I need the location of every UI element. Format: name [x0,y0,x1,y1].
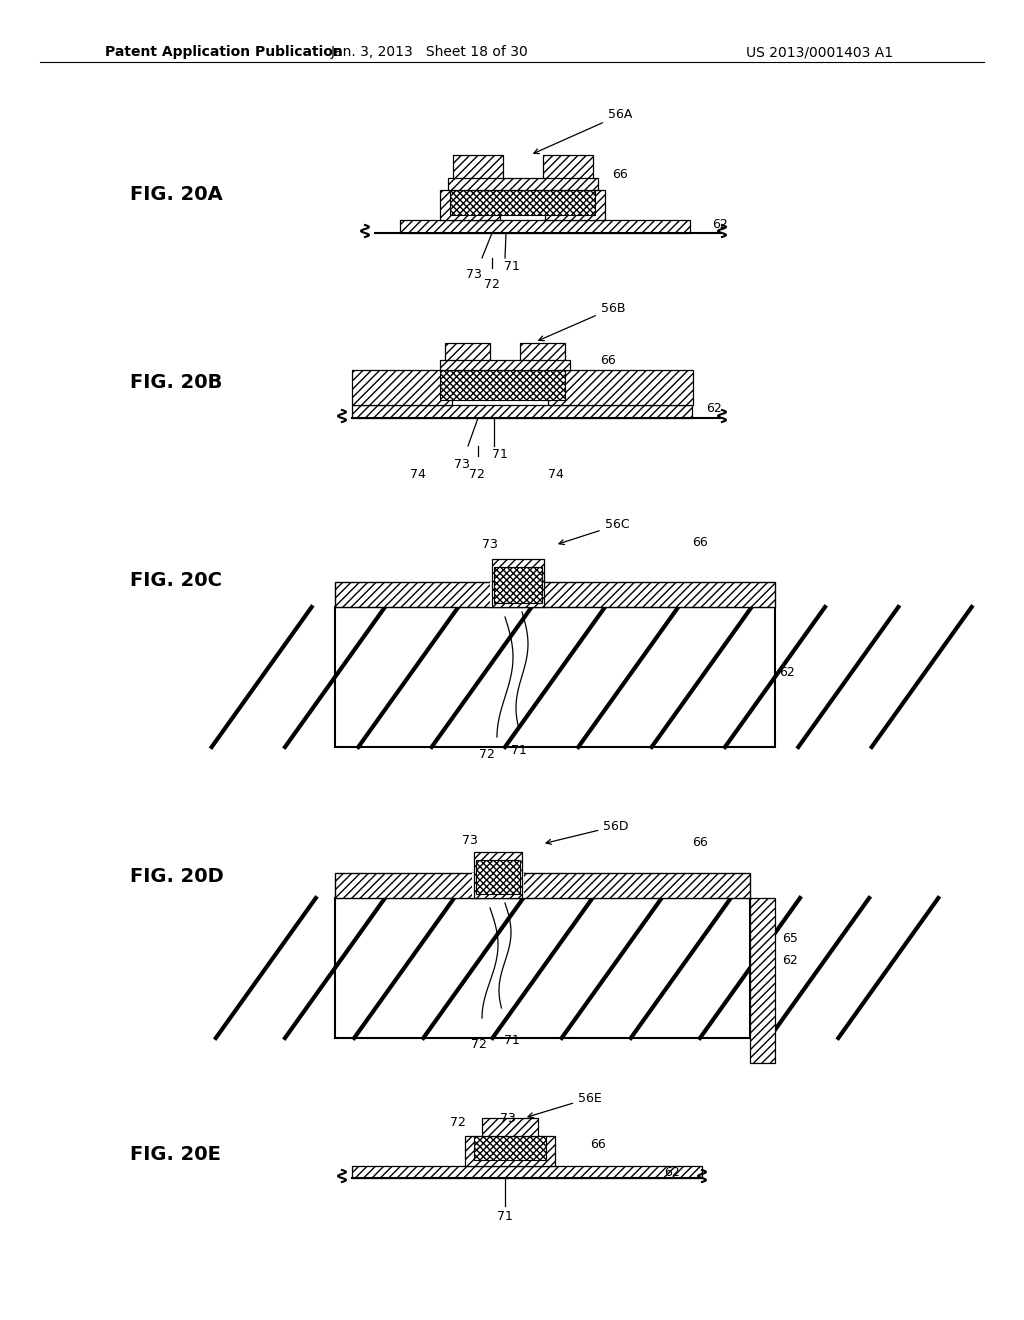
Text: FIG. 20B: FIG. 20B [130,372,222,392]
Text: 56E: 56E [528,1092,602,1118]
Bar [520,343,565,370]
Text: US 2013/0001403 A1: US 2013/0001403 A1 [746,45,894,59]
Text: 72: 72 [469,467,485,480]
Text: 71: 71 [493,447,508,461]
Bar [449,178,598,190]
Bar [453,154,503,190]
Bar [445,343,490,370]
Text: 73: 73 [462,833,478,846]
Text: 72: 72 [484,279,500,292]
Text: 56D: 56D [546,820,629,845]
Bar [476,861,520,894]
Text: FIG. 20D: FIG. 20D [130,866,224,886]
Bar [400,220,690,234]
Text: 65: 65 [782,932,798,945]
Bar [474,1137,546,1160]
Text: 73: 73 [466,268,482,281]
Text: FIG. 20A: FIG. 20A [130,186,223,205]
Text: 56C: 56C [559,519,630,545]
Text: 62: 62 [665,1166,680,1179]
Bar [472,873,524,898]
Text: 66: 66 [692,836,708,849]
Text: 71: 71 [497,1209,513,1222]
Text: 74: 74 [410,467,426,480]
Text: 71: 71 [504,260,520,273]
Bar [474,851,522,898]
Bar [548,370,693,405]
Text: 62: 62 [779,665,795,678]
Bar [482,1118,538,1137]
Bar [543,154,593,190]
Bar [750,898,775,1063]
Bar [335,582,775,607]
Text: 56A: 56A [534,108,632,153]
Text: 72: 72 [479,747,495,760]
Text: 72: 72 [471,1038,487,1051]
Text: 66: 66 [590,1138,606,1151]
Text: 73: 73 [500,1111,516,1125]
Text: 62: 62 [707,401,722,414]
Bar [440,190,500,220]
Text: FIG. 20E: FIG. 20E [130,1146,221,1164]
Text: Patent Application Publication: Patent Application Publication [105,45,343,59]
Bar [352,370,452,405]
Text: 66: 66 [612,169,628,181]
Text: 56B: 56B [539,301,626,341]
Bar [335,607,775,747]
Text: 74: 74 [548,467,564,480]
Text: FIG. 20C: FIG. 20C [130,570,222,590]
Bar [440,370,565,400]
Text: 66: 66 [600,354,615,367]
Bar [492,558,544,607]
Text: 73: 73 [482,539,498,552]
Bar [545,190,605,220]
Text: Jan. 3, 2013   Sheet 18 of 30: Jan. 3, 2013 Sheet 18 of 30 [331,45,528,59]
Bar [440,360,570,370]
Bar [352,405,692,418]
Bar [335,873,750,898]
Bar [335,898,750,1038]
Bar [490,582,545,607]
Text: 73: 73 [454,458,470,470]
Bar [494,568,542,603]
Bar [450,190,595,215]
Text: 71: 71 [511,743,527,756]
Text: 62: 62 [712,219,728,231]
Text: 71: 71 [504,1034,520,1047]
Bar [465,1137,555,1166]
Text: 66: 66 [692,536,708,549]
Text: 72: 72 [451,1115,466,1129]
Text: 62: 62 [782,953,798,966]
Bar [352,1166,702,1177]
Bar [335,898,750,1038]
Bar [335,607,775,747]
